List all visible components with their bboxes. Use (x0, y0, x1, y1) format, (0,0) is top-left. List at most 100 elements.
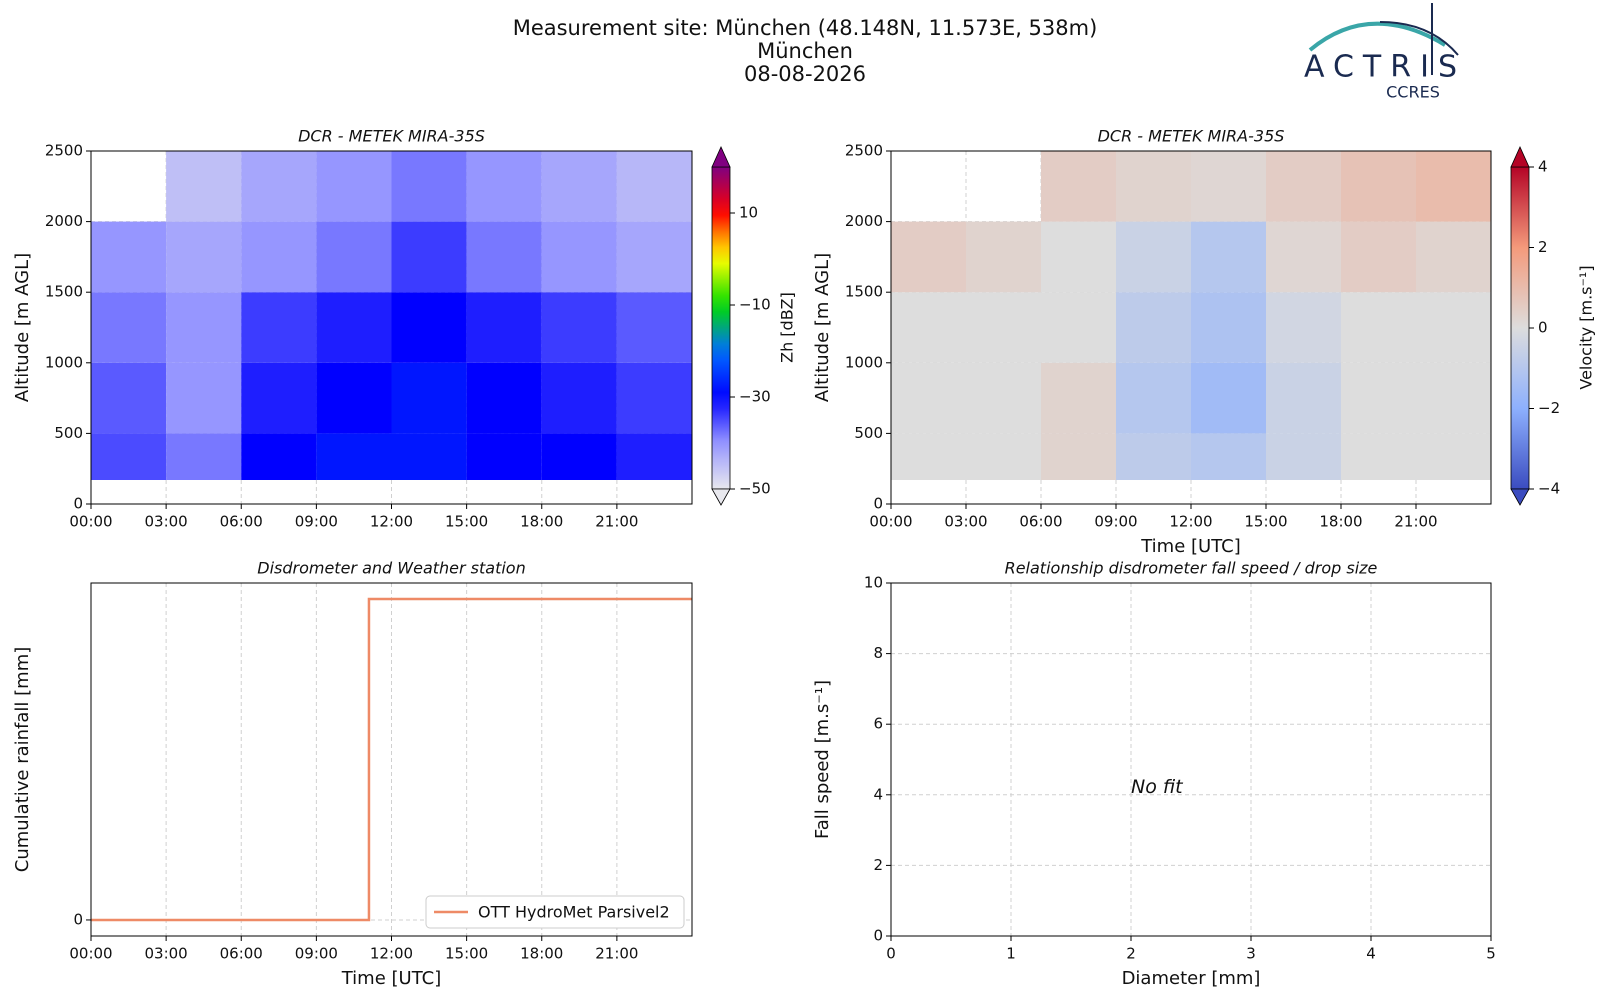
heat-cell (1191, 362, 1266, 434)
panel-title: DCR - METEK MIRA-35S (298, 127, 485, 146)
colorbar-tick-label: −50 (739, 480, 771, 498)
annotation: No fit (1131, 776, 1184, 798)
heat-cell (466, 151, 542, 222)
y-tick-label: 2 (873, 856, 883, 874)
x-tick-label: 06:00 (220, 513, 263, 531)
heat-cell (391, 362, 467, 434)
colorbar-tick-label: 0 (1538, 319, 1548, 337)
heat-cell (241, 221, 317, 293)
x-tick-label: 18:00 (520, 945, 563, 963)
heat-cell (966, 292, 1041, 363)
heat-cell (1266, 151, 1341, 222)
heat-cell (1041, 433, 1116, 480)
line-series (91, 597, 692, 922)
x-tick-label: 00:00 (869, 513, 912, 531)
colorbar-tick-label: −10 (739, 296, 771, 314)
date: 08-08-2026 (744, 62, 866, 86)
colorbar-label: Zh [dBZ] (778, 292, 797, 363)
heat-cell (891, 433, 966, 480)
legend-label: OTT HydroMet Parsivel2 (478, 903, 670, 922)
y-tick-label: 1500 (845, 283, 883, 301)
heat-cell (891, 362, 966, 434)
heat-cell (1341, 433, 1416, 480)
heat-cell (966, 221, 1041, 293)
panel: −4 −2 0 2 4 Velocity [m.s⁻¹] 00:00 03:00 06:00 09… (812, 127, 1596, 558)
x-tick-label: 03:00 (145, 945, 188, 963)
y-tick-label: 0 (873, 495, 883, 513)
colorbar-tick-label: 2 (1538, 238, 1548, 256)
y-tick-label: 8 (873, 644, 883, 662)
x-axis-label: Diameter [mm] (1122, 968, 1261, 989)
heat-cell (891, 292, 966, 363)
page-title: Measurement site: München (48.148N, 11.5… (513, 16, 1098, 40)
heat-cell (966, 362, 1041, 434)
colorbar-extend-bottom (711, 488, 731, 506)
x-tick-label: 12:00 (370, 513, 413, 531)
axes-frame (890, 582, 1492, 937)
y-tick-label: 1000 (845, 353, 883, 371)
x-tick-label: 06:00 (1019, 513, 1062, 531)
y-tick-label: 2500 (45, 142, 83, 160)
heat-cell (466, 362, 542, 434)
y-axis-label: Cumulative rainfall [mm] (12, 647, 33, 873)
heat-cell (1191, 292, 1266, 363)
heat-cell (166, 151, 242, 222)
x-tick-label: 18:00 (520, 513, 563, 531)
y-tick-label: 1500 (45, 283, 83, 301)
heat-cell (91, 292, 167, 363)
heat-cell (241, 433, 317, 480)
heat-cell (1116, 151, 1191, 222)
plot-area (891, 583, 1491, 936)
colorbar-extend-top (711, 146, 731, 168)
heat-cell (1266, 221, 1341, 293)
y-tick-label: 500 (854, 424, 883, 442)
heat-cell (316, 362, 392, 434)
heat-cell (1416, 433, 1491, 480)
heat-cell (316, 292, 392, 363)
heat-cell (166, 292, 242, 363)
logo-name: ACTRIS (1304, 50, 1466, 85)
colorbar-extend-bottom (1510, 488, 1530, 506)
heat-cell (316, 151, 392, 222)
heat-cell (91, 362, 167, 434)
y-tick-label: 4 (873, 785, 883, 803)
heat-cell (1191, 151, 1266, 222)
panel: OTT HydroMet Parsivel2 00:00 03:00 06:00 09:… (12, 559, 693, 989)
heat-cell (1041, 221, 1116, 293)
x-axis-label: Time [UTC] (341, 968, 442, 989)
x-tick-label: 03:00 (944, 513, 987, 531)
heat-cell (1041, 151, 1116, 222)
heat-cell (1116, 362, 1191, 434)
x-tick-label: 09:00 (295, 945, 338, 963)
y-tick-label: 0 (73, 910, 83, 928)
heat-cell (241, 151, 317, 222)
panel: −50 −30 −10 10 Zh [dBZ] 00:00 03:00 06:00 09:00 1… (12, 127, 797, 531)
y-axis-label: Fall speed [m.s⁻¹] (812, 680, 833, 839)
heat-cell (466, 433, 542, 480)
x-tick-label: 09:00 (1094, 513, 1137, 531)
y-tick-label: 6 (873, 715, 883, 733)
y-tick-label: 2000 (45, 212, 83, 230)
panel-title: Relationship disdrometer fall speed / dr… (1005, 559, 1378, 578)
y-tick-label: 10 (864, 574, 883, 592)
heat-cell (541, 221, 617, 293)
heat-cell (891, 221, 966, 293)
x-tick-label: 12:00 (1169, 513, 1212, 531)
logo-arc2 (1379, 21, 1459, 56)
panel: No fit 0 1 2 3 4 5 0 2 4 6 8 10 Relationship disdrome… (812, 559, 1496, 990)
heat-cell (616, 362, 692, 434)
y-tick-label: 500 (54, 424, 83, 442)
panel-title: Disdrometer and Weather station (257, 559, 525, 578)
colorbar-tick-label: −30 (739, 388, 771, 406)
heat-cell (1341, 151, 1416, 222)
logo: ACTRIS CCRES (1304, 3, 1466, 102)
heat-cell (616, 151, 692, 222)
heat-cell (241, 292, 317, 363)
colorbar (711, 166, 731, 490)
heat-cell (1041, 292, 1116, 363)
x-tick-label: 21:00 (595, 945, 638, 963)
x-tick-label: 15:00 (445, 945, 488, 963)
heat-cell (1266, 362, 1341, 434)
heat-cell (1116, 292, 1191, 363)
x-tick-label: 4 (1366, 945, 1376, 963)
